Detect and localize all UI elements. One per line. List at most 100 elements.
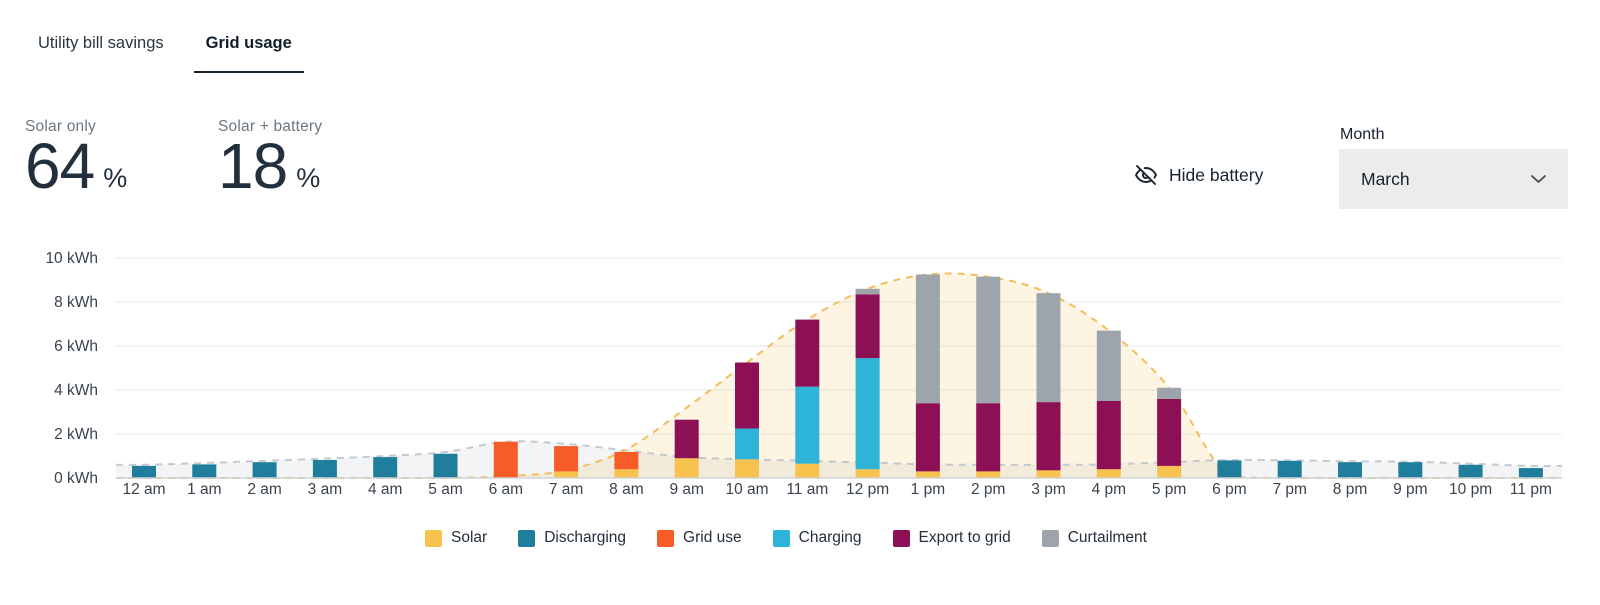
stat-label: Solar + battery: [218, 118, 323, 135]
legend-label: Curtailment: [1067, 529, 1147, 546]
x-tick-label: 11 pm: [1510, 481, 1552, 498]
x-tick-label: 5 am: [428, 481, 462, 498]
x-tick-label: 6 am: [489, 481, 523, 498]
bar-segment-curtailment: [915, 274, 940, 404]
bar-segment-export-to-grid: [795, 319, 820, 387]
bar-segment-export-to-grid: [1036, 402, 1061, 471]
home-load-curve: [115, 440, 1563, 468]
bar-7-am[interactable]: [554, 446, 579, 478]
bar-segment-export-to-grid: [915, 403, 940, 472]
bar-3-am[interactable]: [312, 460, 337, 478]
bar-segment-solar: [855, 469, 880, 478]
bar-segment-discharging: [1518, 468, 1543, 478]
bar-segment-discharging: [1277, 460, 1302, 478]
x-tick-label: 9 pm: [1393, 481, 1427, 498]
bar-12-am[interactable]: [132, 465, 156, 478]
x-tick-label: 8 am: [609, 481, 643, 498]
legend-item-export-to-grid: Export to grid: [892, 529, 1011, 547]
bar-segment-solar: [554, 471, 579, 478]
x-tick-label: 3 am: [308, 481, 342, 498]
bar-segment-solar: [674, 458, 699, 478]
legend-item-solar: Solar: [425, 529, 487, 547]
x-tick-label: 3 pm: [1031, 481, 1065, 498]
hide-battery-label: Hide battery: [1169, 164, 1264, 185]
x-tick-label: 2 pm: [971, 481, 1005, 498]
bar-segment-export-to-grid: [855, 294, 880, 359]
bar-segment-solar: [1036, 470, 1061, 478]
bar-11-pm[interactable]: [1518, 468, 1543, 478]
bar-segment-solar: [1096, 469, 1121, 478]
bar-segment-grid-use: [493, 441, 518, 478]
month-dropdown-label: Month: [1340, 126, 1385, 143]
x-tick-label: 1 pm: [911, 481, 945, 498]
bar-10-pm[interactable]: [1458, 464, 1483, 478]
bar-segment-export-to-grid: [976, 403, 1001, 472]
stat-solar-plus-battery: Solar + battery 18 %: [218, 118, 323, 198]
x-tick-label: 7 pm: [1272, 481, 1306, 498]
x-tick-label: 12 pm: [846, 481, 889, 498]
tab-utility-bill-savings[interactable]: Utility bill savings: [38, 34, 164, 52]
bar-1-pm[interactable]: [915, 274, 940, 479]
x-tick-label: 7 am: [549, 481, 583, 498]
bar-8-am[interactable]: [614, 452, 639, 478]
bar-1-am[interactable]: [192, 464, 217, 478]
bar-segment-discharging: [1217, 460, 1242, 478]
hide-battery-button[interactable]: Hide battery: [1134, 163, 1263, 187]
bar-4-am[interactable]: [373, 457, 398, 478]
bar-segment-curtailment: [1157, 387, 1182, 399]
bar-12-pm[interactable]: [855, 288, 880, 478]
bar-segment-export-to-grid: [674, 419, 699, 459]
bar-segment-solar: [795, 463, 820, 478]
bar-5-pm[interactable]: [1157, 387, 1182, 478]
legend-label: Solar: [451, 529, 488, 546]
bar-10-am[interactable]: [735, 362, 759, 479]
bar-2-am[interactable]: [252, 462, 277, 478]
bar-segment-discharging: [132, 465, 156, 478]
bar-segment-curtailment: [1096, 330, 1121, 401]
bar-segment-curtailment: [976, 276, 1001, 404]
bar-9-pm[interactable]: [1398, 462, 1423, 478]
x-tick-label: 4 pm: [1092, 481, 1126, 498]
stat-label: Solar only: [25, 118, 96, 135]
bar-segment-discharging: [433, 453, 458, 478]
bar-11-am[interactable]: [795, 319, 820, 478]
bar-9-am[interactable]: [674, 419, 699, 478]
bar-segment-discharging: [1398, 462, 1423, 478]
x-tick-label: 5 pm: [1152, 481, 1186, 498]
y-tick-label: 4 kWh: [54, 382, 98, 399]
legend-label: Grid use: [683, 529, 742, 546]
legend-item-curtailment: Curtailment: [1041, 529, 1147, 547]
bar-segment-discharging: [312, 460, 337, 478]
bar-segment-charging: [855, 358, 880, 470]
bar-4-pm[interactable]: [1096, 330, 1121, 478]
legend-swatch: [1041, 529, 1059, 547]
y-tick-label: 2 kWh: [54, 426, 98, 443]
tab-bar: Utility bill savings Grid usage: [26, 34, 304, 73]
bar-segment-discharging: [192, 464, 217, 478]
bar-segment-charging: [735, 428, 759, 460]
stat-unit: %: [296, 163, 321, 194]
x-tick-label: 4 am: [368, 481, 402, 498]
bar-6-pm[interactable]: [1217, 460, 1242, 478]
bar-3-pm[interactable]: [1036, 293, 1061, 478]
bar-2-pm[interactable]: [976, 276, 1001, 478]
bar-7-pm[interactable]: [1277, 460, 1302, 478]
bar-5-am[interactable]: [433, 453, 458, 478]
month-dropdown[interactable]: March: [1339, 149, 1568, 209]
bar-segment-discharging: [1338, 462, 1362, 478]
legend-item-charging: Charging: [772, 529, 862, 547]
bar-segment-discharging: [1458, 464, 1483, 478]
bar-segment-grid-use: [554, 446, 579, 472]
bar-segment-grid-use: [614, 452, 639, 470]
bar-8-pm[interactable]: [1338, 462, 1362, 478]
x-tick-label: 10 pm: [1449, 481, 1492, 498]
grid-usage-chart: 0 kWh 2 kWh 4 kWh 6 kWh 8 kWh 10 kWh 12 am 1 am…: [45, 250, 1563, 498]
eye-off-icon: [1134, 163, 1158, 187]
tab-grid-usage[interactable]: Grid usage: [193, 34, 304, 73]
bar-6-am[interactable]: [493, 441, 518, 478]
x-tick-label: 12 am: [122, 481, 165, 498]
bar-segment-solar: [1157, 465, 1182, 478]
bar-segment-curtailment: [855, 288, 880, 295]
legend-item-grid-use: Grid use: [657, 529, 742, 547]
